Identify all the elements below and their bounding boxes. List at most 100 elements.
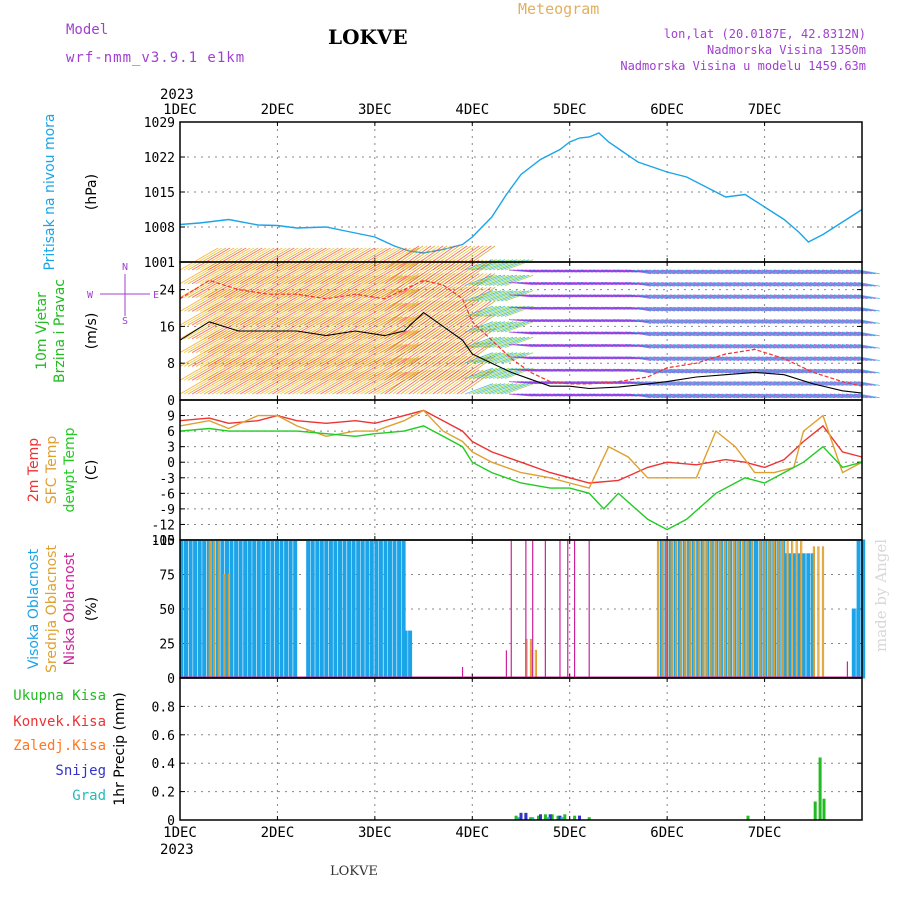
wind-barb bbox=[773, 331, 796, 337]
wind-barb bbox=[737, 319, 760, 324]
wind-barb bbox=[629, 331, 652, 337]
wind-barb bbox=[484, 290, 514, 302]
wind-barb bbox=[629, 381, 652, 386]
wind-barb bbox=[368, 316, 407, 340]
wind-barb bbox=[673, 356, 696, 362]
wind-barb bbox=[729, 368, 752, 374]
wind-barb bbox=[288, 247, 327, 271]
wind-barb bbox=[737, 343, 760, 349]
wind-barb bbox=[777, 269, 800, 275]
cloud-bar bbox=[851, 608, 856, 679]
wind-barb bbox=[500, 274, 530, 286]
precip-bar bbox=[514, 815, 518, 820]
wind-barb bbox=[833, 356, 856, 362]
wind-barb bbox=[649, 319, 672, 324]
wind-barb bbox=[480, 367, 510, 379]
wind-barb bbox=[372, 344, 411, 367]
wind-barb bbox=[364, 247, 403, 271]
wind-barb bbox=[444, 286, 480, 312]
wind-barb bbox=[705, 368, 728, 374]
wind-barb bbox=[280, 247, 319, 271]
wind-barb bbox=[745, 306, 768, 312]
cloud-bar bbox=[408, 630, 413, 679]
wind-barb bbox=[629, 306, 652, 312]
panel-frame-precip bbox=[179, 677, 863, 821]
wind-barb bbox=[745, 281, 768, 287]
wind-barb bbox=[745, 393, 768, 399]
wind-barb bbox=[360, 275, 399, 298]
wind-barb bbox=[360, 247, 399, 271]
wind-barb bbox=[757, 368, 780, 374]
wind-barb bbox=[785, 319, 808, 324]
wind-barb bbox=[753, 319, 776, 324]
wind-barb bbox=[360, 344, 399, 367]
wind-barb bbox=[637, 281, 660, 287]
wind-barb bbox=[853, 281, 876, 287]
wind-barb bbox=[661, 306, 684, 312]
wind-barb bbox=[853, 356, 876, 362]
wind-barb bbox=[368, 247, 407, 271]
wind-barb bbox=[468, 336, 498, 348]
wind-barb bbox=[372, 302, 411, 326]
wind-barb bbox=[757, 381, 780, 386]
wind-barb bbox=[360, 302, 399, 326]
wind-barb bbox=[825, 331, 848, 337]
wind-barb bbox=[725, 306, 748, 312]
wind-barb bbox=[761, 319, 784, 324]
wind-barb bbox=[853, 368, 876, 374]
cloud-bar bbox=[821, 546, 825, 679]
y-tick-label: 25 bbox=[159, 638, 175, 653]
wind-barb bbox=[637, 319, 660, 324]
x-tick-label-bottom: 7DEC bbox=[748, 825, 782, 841]
wind-barb bbox=[797, 281, 820, 287]
wind-barb bbox=[424, 245, 460, 271]
wind-barb bbox=[833, 331, 856, 337]
wind-barb bbox=[737, 356, 760, 362]
cloud-bar bbox=[211, 539, 216, 679]
wind-barb bbox=[669, 381, 692, 386]
wind-barb bbox=[733, 393, 756, 399]
wind-barb bbox=[484, 383, 514, 395]
wind-barb bbox=[825, 269, 848, 275]
wind-barb bbox=[825, 319, 848, 324]
wind-barb bbox=[849, 319, 872, 324]
wind-barb bbox=[821, 319, 844, 324]
wind-barb bbox=[673, 319, 696, 324]
wind-barb bbox=[697, 306, 720, 312]
wind-barb bbox=[444, 314, 480, 340]
wind-barb bbox=[753, 356, 776, 362]
wind-barb bbox=[801, 331, 824, 337]
wind-barb bbox=[685, 356, 708, 362]
wind-barb bbox=[653, 356, 676, 362]
wind-barb bbox=[436, 245, 472, 271]
wind-barb bbox=[641, 269, 664, 275]
wind-barb bbox=[757, 343, 780, 349]
wind-barb bbox=[677, 269, 700, 275]
wind-barb bbox=[793, 294, 816, 300]
wind-barb bbox=[809, 331, 832, 337]
wind-barb bbox=[789, 294, 812, 300]
wind-barb bbox=[701, 393, 724, 399]
wind-barb bbox=[737, 381, 760, 386]
wind-barb bbox=[452, 314, 488, 340]
wind-barb bbox=[448, 300, 484, 326]
wind-barb bbox=[801, 368, 824, 374]
wind-barb bbox=[464, 274, 494, 286]
wind-barb bbox=[673, 368, 696, 374]
station-title: LOKVE bbox=[328, 25, 408, 49]
wind-barb bbox=[725, 368, 748, 374]
wind-barb bbox=[717, 368, 740, 374]
wind-barb bbox=[833, 306, 856, 312]
wind-barb bbox=[645, 306, 668, 312]
wind-barb bbox=[637, 331, 660, 337]
wind-barb bbox=[821, 331, 844, 337]
wind-barb bbox=[813, 381, 836, 386]
wind-barb bbox=[641, 319, 664, 324]
wind-barb bbox=[633, 331, 656, 337]
wind-barb bbox=[713, 381, 736, 386]
wind-barb bbox=[464, 352, 494, 364]
wind-barb bbox=[777, 306, 800, 312]
wind-barb bbox=[344, 247, 383, 271]
wind-barb bbox=[677, 331, 700, 337]
wind-barb bbox=[825, 281, 848, 287]
